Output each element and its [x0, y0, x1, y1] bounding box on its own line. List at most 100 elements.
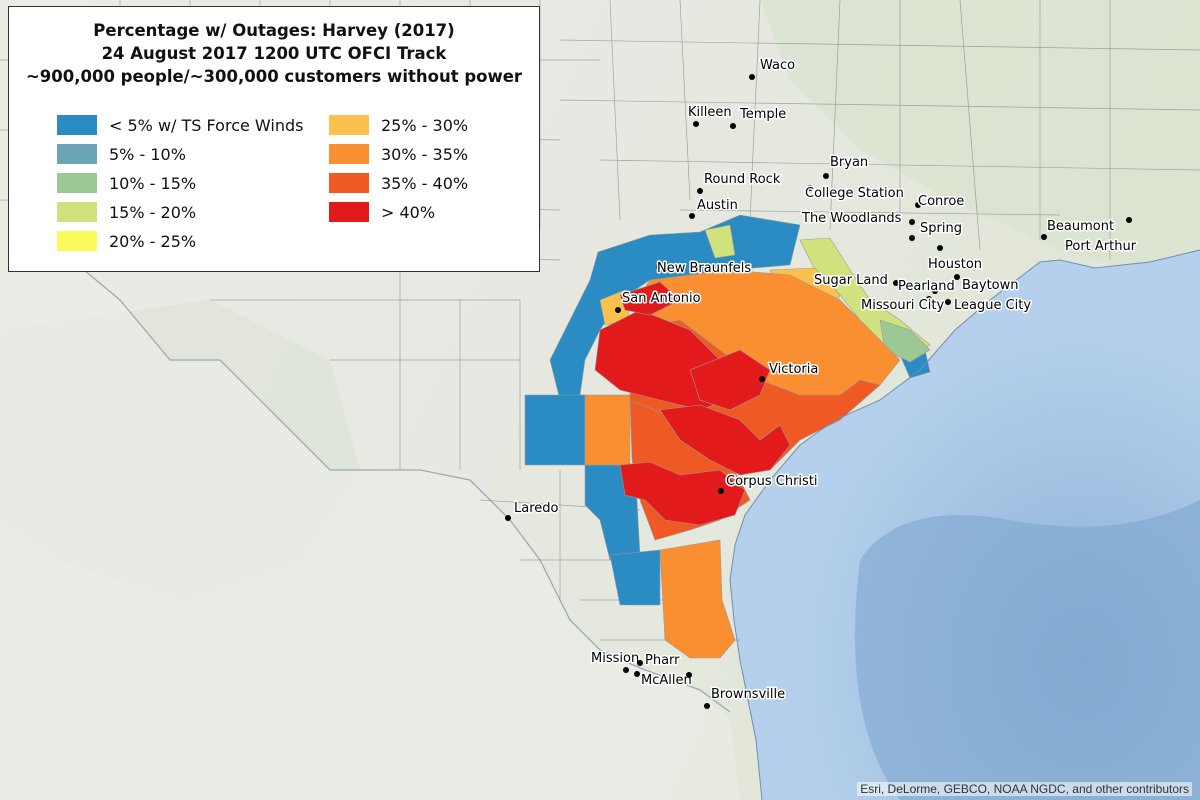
svg-text:Mission: Mission: [591, 651, 639, 666]
svg-text:San Antonio: San Antonio: [622, 291, 701, 306]
svg-text:Victoria: Victoria: [769, 362, 818, 377]
svg-text:Houston: Houston: [928, 257, 982, 272]
svg-text:Houston: Houston: [928, 257, 982, 272]
region-gt40-e: [619, 281, 681, 316]
svg-text:Austin: Austin: [697, 198, 738, 213]
svg-text:Beaumont: Beaumont: [1047, 219, 1114, 234]
svg-text:Victoria: Victoria: [769, 362, 818, 377]
legend-swatch: [329, 173, 369, 193]
region-30-35-south: [659, 539, 736, 659]
legend-swatch: [329, 144, 369, 164]
gulf-deep-basin: [855, 500, 1200, 800]
region-gt40-c: [659, 404, 791, 476]
legend-label: 30% - 35%: [381, 144, 469, 164]
legend-item-35-40: 35% - 40%: [329, 171, 468, 195]
svg-text:Pearland: Pearland: [898, 279, 955, 294]
region-lt5-block3: [609, 549, 661, 606]
svg-text:Pharr: Pharr: [645, 653, 680, 668]
svg-text:Spring: Spring: [920, 221, 962, 236]
map-attribution: Esri, DeLorme, GEBCO, NOAA NGDC, and oth…: [857, 782, 1192, 796]
svg-text:Bryan: Bryan: [830, 155, 868, 170]
svg-text:New Braunfels: New Braunfels: [657, 261, 751, 276]
svg-text:Corpus Christi: Corpus Christi: [726, 474, 818, 489]
svg-text:McAllen: McAllen: [641, 673, 692, 688]
legend-title-line-1: Percentage w/ Outages: Harvey (2017): [93, 21, 455, 40]
legend-swatch: [57, 115, 97, 135]
svg-text:Laredo: Laredo: [514, 501, 559, 516]
svg-text:Sugar Land: Sugar Land: [814, 273, 888, 288]
legend-label: < 5% w/ TS Force Winds: [109, 115, 304, 135]
svg-text:League City: League City: [954, 298, 1031, 313]
svg-text:Waco: Waco: [760, 58, 795, 73]
svg-text:The Woodlands: The Woodlands: [801, 211, 902, 226]
svg-text:Brownsville: Brownsville: [711, 687, 785, 702]
svg-text:Austin: Austin: [697, 198, 738, 213]
legend-swatch: [329, 202, 369, 222]
legend-swatch: [57, 231, 97, 251]
svg-text:Baytown: Baytown: [962, 278, 1019, 293]
svg-text:Baytown: Baytown: [962, 278, 1019, 293]
legend-label: 25% - 30%: [381, 115, 469, 135]
legend-item-30-35: 30% - 35%: [329, 142, 468, 166]
svg-text:Pharr: Pharr: [645, 653, 680, 668]
svg-text:College Station: College Station: [805, 186, 904, 201]
svg-text:Port Arthur: Port Arthur: [1065, 239, 1137, 254]
legend-item-15-20: 15% - 20%: [57, 200, 196, 224]
region-15-20-austin: [704, 224, 736, 259]
rio-grande: [59, 249, 731, 713]
svg-text:New Braunfels: New Braunfels: [657, 261, 751, 276]
legend-swatch: [329, 115, 369, 135]
svg-text:Conroe: Conroe: [918, 194, 964, 209]
svg-text:Port Arthur: Port Arthur: [1065, 239, 1137, 254]
svg-text:Temple: Temple: [739, 107, 786, 122]
map-legend: Percentage w/ Outages: Harvey (2017) 24 …: [8, 6, 540, 272]
svg-text:The Woodlands: The Woodlands: [801, 211, 902, 226]
legend-item-20-25: 20% - 25%: [57, 229, 196, 253]
legend-label: 15% - 20%: [109, 202, 197, 222]
legend-label: 20% - 25%: [109, 231, 197, 251]
svg-text:College Station: College Station: [805, 186, 904, 201]
svg-text:Bryan: Bryan: [830, 155, 868, 170]
legend-item-lt5: < 5% w/ TS Force Winds: [57, 113, 303, 137]
svg-text:Conroe: Conroe: [918, 194, 964, 209]
legend-swatch: [57, 202, 97, 222]
svg-text:Corpus Christi: Corpus Christi: [726, 474, 818, 489]
region-30-35-west: [584, 394, 631, 466]
east-texas-forest: [760, 0, 1200, 290]
svg-text:Laredo: Laredo: [514, 501, 559, 516]
outage-regions: [524, 214, 931, 659]
legend-label: 5% - 10%: [109, 144, 186, 164]
legend-title-line-3: ~900,000 people/~300,000 customers witho…: [25, 67, 523, 86]
region-gt40-d: [619, 461, 746, 526]
svg-text:Brownsville: Brownsville: [711, 687, 785, 702]
mexico-region: [0, 250, 740, 800]
coastline: [729, 249, 1200, 800]
svg-text:Temple: Temple: [739, 107, 786, 122]
svg-text:McAllen: McAllen: [641, 673, 692, 688]
legend-label: 10% - 15%: [109, 173, 197, 193]
